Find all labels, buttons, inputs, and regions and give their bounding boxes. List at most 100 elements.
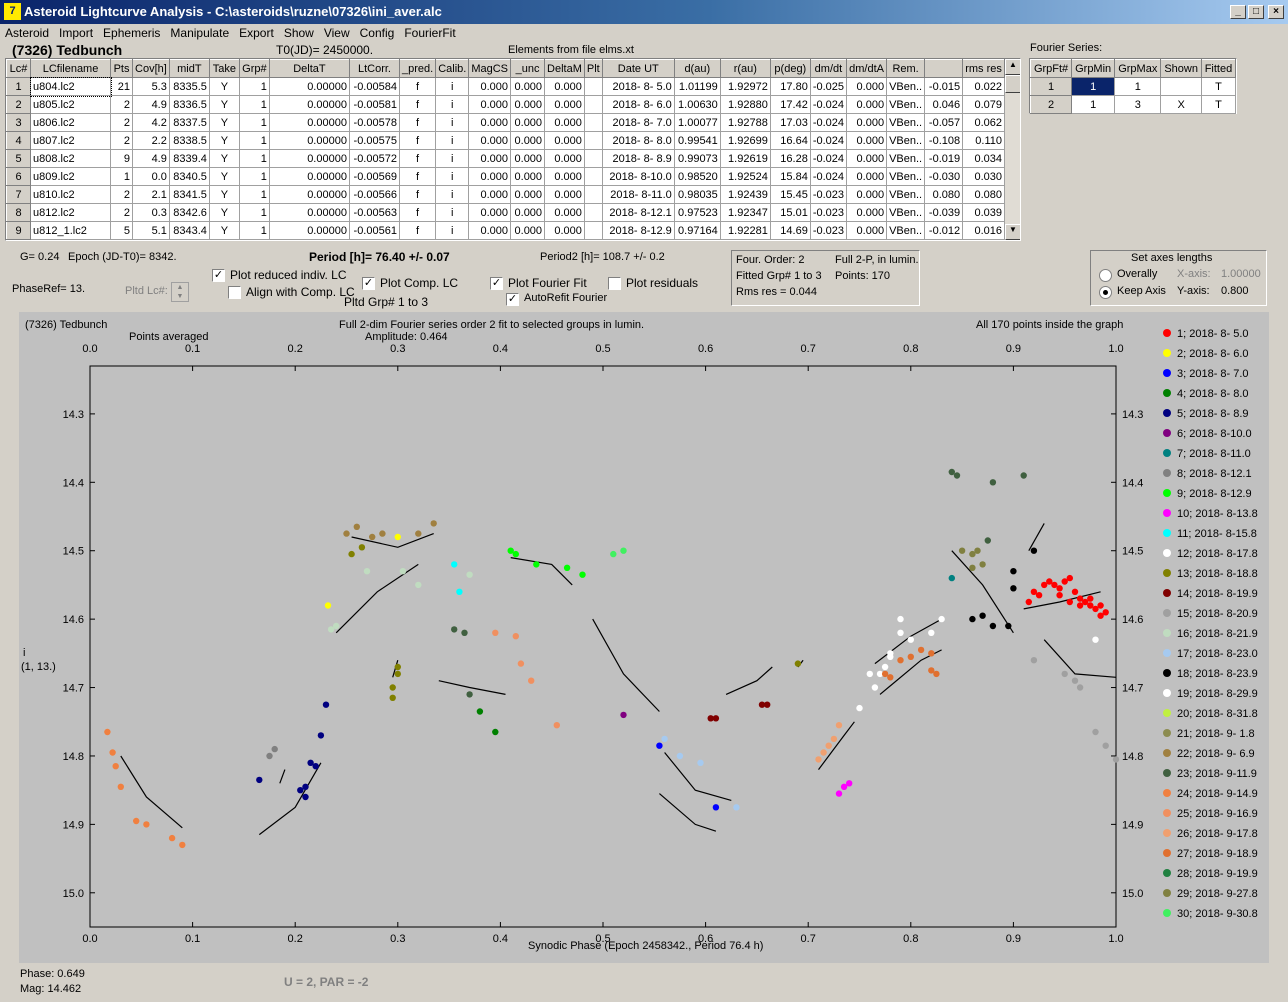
- table-cell[interactable]: -0.00561: [348, 221, 400, 240]
- table-cell[interactable]: 0.99541: [673, 131, 721, 150]
- column-header[interactable]: p(deg): [769, 59, 811, 78]
- table-cell[interactable]: Y: [208, 149, 240, 168]
- table-cell[interactable]: -0.024: [809, 95, 848, 114]
- table-cell[interactable]: u807.lc2: [29, 131, 112, 150]
- table-cell[interactable]: 1.00077: [673, 113, 721, 132]
- table-cell[interactable]: -0.00584: [348, 77, 400, 96]
- table-cell[interactable]: -0.00575: [348, 131, 400, 150]
- table-cell[interactable]: -0.057: [924, 113, 964, 132]
- table-cell[interactable]: 1: [238, 149, 270, 168]
- table-cell[interactable]: 0.016: [962, 221, 1005, 240]
- table-cell[interactable]: 0.000: [544, 203, 585, 222]
- table-cell[interactable]: f: [398, 95, 437, 114]
- table-cell[interactable]: Y: [208, 221, 240, 240]
- table-cell[interactable]: 16.64: [769, 131, 811, 150]
- menu-config[interactable]: Config: [359, 26, 395, 40]
- table-cell[interactable]: i: [435, 113, 470, 132]
- plot-comp-checkbox[interactable]: ✓: [362, 277, 375, 290]
- close-button[interactable]: ×: [1268, 5, 1284, 19]
- table-cell[interactable]: u805.lc2: [29, 95, 112, 114]
- table-cell[interactable]: 8337.5: [168, 113, 210, 132]
- column-header[interactable]: d(au): [673, 59, 721, 78]
- table-cell[interactable]: f: [398, 131, 437, 150]
- table-cell[interactable]: 1.92439: [719, 185, 771, 204]
- table-cell[interactable]: u809.lc2: [29, 167, 112, 186]
- table-cell[interactable]: -0.00569: [348, 167, 400, 186]
- table-cell[interactable]: u810.lc2: [29, 185, 112, 204]
- table-cell[interactable]: 2.2: [132, 131, 170, 150]
- table-cell[interactable]: 2: [110, 95, 134, 114]
- table-cell[interactable]: 0.00000: [268, 221, 350, 240]
- table-cell[interactable]: 1.92347: [719, 203, 771, 222]
- column-header[interactable]: Grp#: [238, 59, 270, 78]
- table-cell[interactable]: 0.00000: [268, 185, 350, 204]
- menu-manipulate[interactable]: Manipulate: [170, 26, 230, 40]
- table-cell[interactable]: i: [435, 77, 470, 96]
- table-cell[interactable]: Y: [208, 113, 240, 132]
- autorefit-checkbox[interactable]: ✓: [506, 293, 519, 306]
- table-cell[interactable]: 0.97164: [673, 221, 721, 240]
- table-cell[interactable]: 0.000: [510, 221, 546, 240]
- table-cell[interactable]: 4: [6, 131, 31, 150]
- table-cell[interactable]: VBen..: [886, 221, 926, 240]
- table-cell[interactable]: VBen..: [886, 77, 926, 96]
- table-cell[interactable]: -0.039: [924, 203, 964, 222]
- table-cell[interactable]: 0.00000: [268, 167, 350, 186]
- table-cell[interactable]: u804.lc2: [29, 76, 112, 97]
- menu-view[interactable]: View: [323, 26, 350, 40]
- table-cell[interactable]: 6: [6, 167, 31, 186]
- table-cell[interactable]: 2018- 8-12.1: [601, 203, 675, 222]
- plot-residuals-checkbox[interactable]: [608, 277, 621, 290]
- table-cell[interactable]: 1.92972: [719, 77, 771, 96]
- scroll-up-arrow[interactable]: ▲: [1005, 59, 1020, 75]
- pltd-lc-spinner[interactable]: ▲ ▼: [171, 282, 189, 302]
- table-cell[interactable]: 2018- 8- 6.0: [601, 95, 675, 114]
- table-row[interactable]: 7 u810.lc2 2 2.1 8341.5 Y 1 0.00000 -0.00566 f i 0.…: [6, 185, 1005, 204]
- table-cell[interactable]: 1.92619: [719, 149, 771, 168]
- column-header[interactable]: rms res: [962, 59, 1005, 78]
- column-header[interactable]: Pts: [110, 59, 134, 78]
- table-cell[interactable]: 8: [6, 203, 31, 222]
- table-cell[interactable]: i: [435, 185, 470, 204]
- table-cell[interactable]: [583, 113, 603, 132]
- column-header[interactable]: Plt: [583, 59, 603, 78]
- column-header[interactable]: r(au): [719, 59, 771, 78]
- table-cell[interactable]: i: [435, 95, 470, 114]
- column-header[interactable]: GrpMax: [1114, 59, 1162, 78]
- scroll-thumb[interactable]: [1005, 75, 1020, 93]
- table-cell[interactable]: -0.023: [809, 203, 848, 222]
- table-cell[interactable]: i: [435, 221, 470, 240]
- table-cell[interactable]: 1: [6, 77, 31, 96]
- table-cell[interactable]: 1: [1114, 77, 1162, 96]
- table-cell[interactable]: 4.2: [132, 113, 170, 132]
- fourier-table-container[interactable]: GrpFt# GrpMin GrpMax Shown Fitted 1 1 1 T 2 1 3 X T: [1029, 58, 1237, 114]
- table-cell[interactable]: 0.000: [846, 185, 888, 204]
- table-cell[interactable]: 0.000: [846, 77, 888, 96]
- table-row[interactable]: 2 u805.lc2 2 4.9 8336.5 Y 1 0.00000 -0.00581 f i 0.…: [6, 95, 1005, 114]
- table-cell[interactable]: 0.000: [468, 185, 512, 204]
- table-row[interactable]: 8 u812.lc2 2 0.3 8342.6 Y 1 0.00000 -0.00563 f i 0.…: [6, 203, 1005, 222]
- table-cell[interactable]: 0.022: [962, 77, 1005, 96]
- table-cell[interactable]: 0.99073: [673, 149, 721, 168]
- table-cell[interactable]: 0.062: [962, 113, 1005, 132]
- table-cell[interactable]: 0.000: [544, 95, 585, 114]
- table-cell[interactable]: -0.00563: [348, 203, 400, 222]
- table-cell[interactable]: 3: [1114, 95, 1162, 114]
- menu-ephemeris[interactable]: Ephemeris: [103, 26, 161, 40]
- table-cell[interactable]: -0.024: [809, 167, 848, 186]
- table-cell[interactable]: 1.92699: [719, 131, 771, 150]
- table-cell[interactable]: 15.45: [769, 185, 811, 204]
- table-cell[interactable]: 1: [1071, 77, 1116, 96]
- menu-export[interactable]: Export: [239, 26, 274, 40]
- table-cell[interactable]: Y: [208, 167, 240, 186]
- table-cell[interactable]: VBen..: [886, 203, 926, 222]
- table-row[interactable]: 3 u806.lc2 2 4.2 8337.5 Y 1 0.00000 -0.00578 f i 0.…: [6, 113, 1005, 132]
- table-cell[interactable]: 0.00000: [268, 95, 350, 114]
- table-cell[interactable]: 1: [238, 95, 270, 114]
- lightcurve-chart[interactable]: (7326) Tedbunch Full 2-dim Fourier serie…: [19, 312, 1269, 963]
- table-cell[interactable]: VBen..: [886, 95, 926, 114]
- table-cell[interactable]: 0.000: [510, 185, 546, 204]
- table-cell[interactable]: 2.1: [132, 185, 170, 204]
- table-cell[interactable]: Y: [208, 185, 240, 204]
- column-header[interactable]: Date UT: [601, 59, 675, 78]
